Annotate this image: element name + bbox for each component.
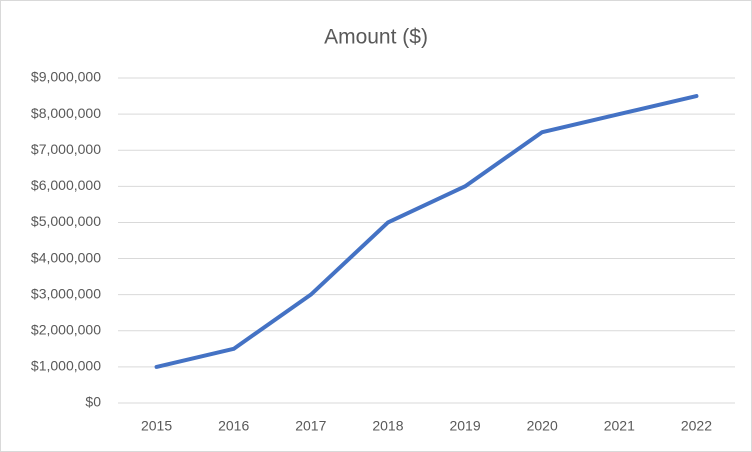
y-tick-label: $8,000,000 (31, 105, 101, 121)
chart-title: Amount ($) (324, 26, 428, 49)
y-tick-label: $0 (85, 394, 101, 410)
x-tick-label: 2016 (218, 418, 249, 434)
x-tick-label: 2018 (372, 418, 403, 434)
x-tick-label: 2020 (527, 418, 558, 434)
y-tick-label: $5,000,000 (31, 213, 101, 229)
y-tick-label: $3,000,000 (31, 285, 101, 301)
x-tick-label: 2019 (449, 418, 480, 434)
y-tick-label: $4,000,000 (31, 249, 101, 265)
x-tick-label: 2015 (141, 418, 172, 434)
y-tick-label: $7,000,000 (31, 141, 101, 157)
x-tick-label: 2021 (604, 418, 635, 434)
y-tick-label: $2,000,000 (31, 321, 101, 337)
data-line (154, 94, 699, 369)
y-tick-label: $9,000,000 (31, 69, 101, 85)
x-tick-label: 2022 (681, 418, 712, 434)
y-tick-label: $1,000,000 (31, 358, 101, 374)
y-tick-label: $6,000,000 (31, 177, 101, 193)
x-tick-label: 2017 (295, 418, 326, 434)
